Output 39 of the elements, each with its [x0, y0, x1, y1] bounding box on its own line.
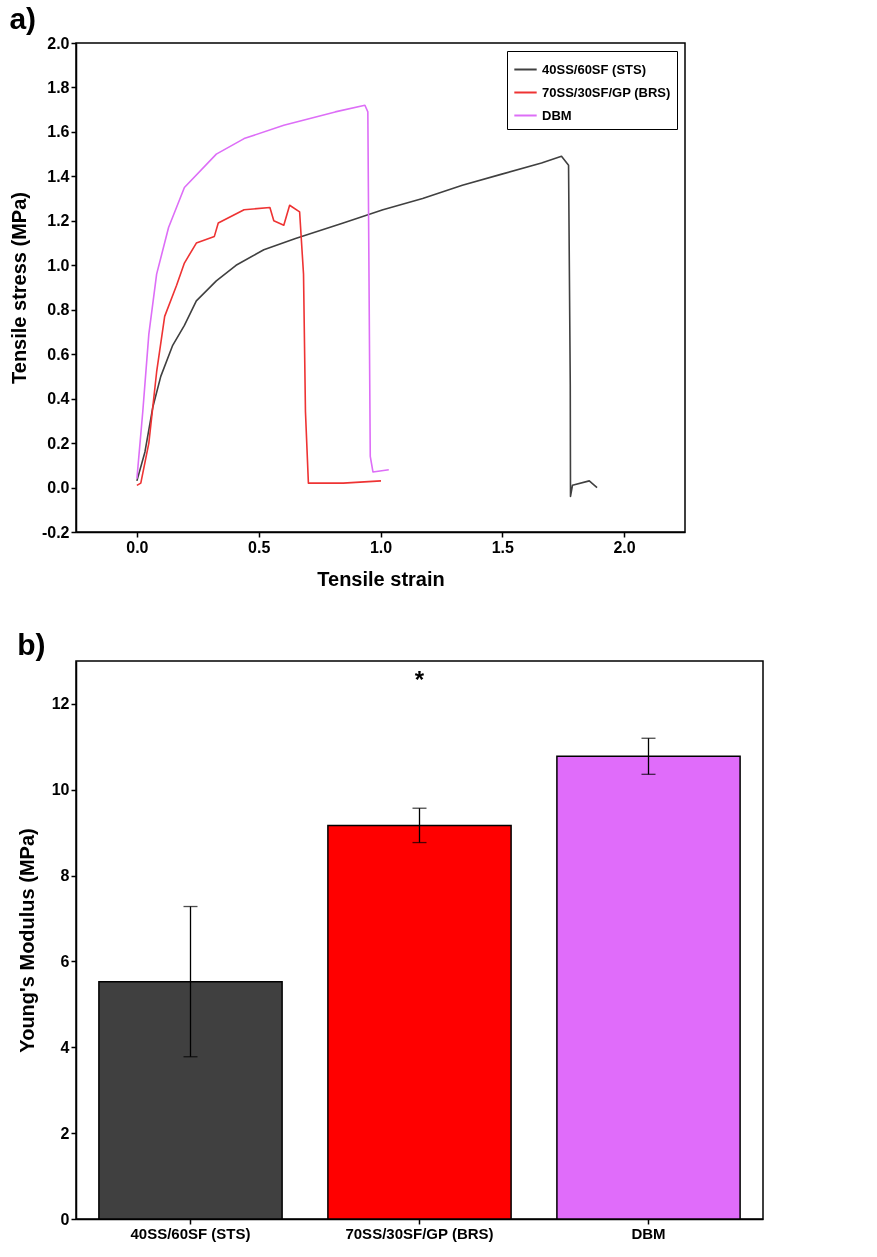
line-series: [136, 104, 390, 480]
x-axis-title: Tensile strain: [317, 567, 445, 590]
y-tick-label: 10: [51, 781, 70, 799]
y-tick-label: 0: [60, 1210, 70, 1228]
y-tick-label: 0.0: [47, 479, 70, 497]
x-tick-label: 70SS/30SF/GP (BRS): [345, 1224, 494, 1242]
y-tick-label: 1.4: [47, 167, 70, 185]
x-tick-label: DBM: [631, 1224, 666, 1242]
y-tick-label: 0.8: [47, 301, 70, 319]
y-tick-label: 1.0: [47, 256, 70, 274]
y-tick-label: -0.2: [41, 523, 70, 541]
x-tick-label: 0.0: [126, 538, 149, 556]
y-tick-label: 4: [60, 1038, 70, 1056]
x-tick-label: 0.5: [248, 538, 271, 556]
legend-label: 70SS/30SF/GP (BRS): [542, 84, 671, 100]
y-tick-label: 0.6: [47, 345, 70, 363]
y-axis-title: Young's Modulus (MPa): [15, 828, 38, 1053]
y-tick-label: 2: [60, 1124, 70, 1142]
x-tick-label: 1.0: [369, 538, 393, 556]
y-tick-label: 6: [60, 952, 70, 970]
y-tick-label: 0.2: [47, 434, 70, 452]
y-tick-label: 0.4: [47, 390, 70, 408]
y-tick-label: 1.6: [47, 123, 70, 141]
chart-title: b): [17, 628, 46, 661]
legend-label: 40SS/60SF (STS): [542, 61, 647, 77]
x-tick-label: 1.5: [491, 538, 515, 556]
x-tick-label: 40SS/60SF (STS): [130, 1224, 251, 1242]
line-series: [136, 204, 382, 487]
y-tick-label: 1.8: [47, 78, 70, 96]
y-tick-label: 8: [60, 867, 70, 885]
y-axis-title: Tensile stress (MPa): [7, 192, 30, 384]
y-tick-label: 2.0: [47, 34, 70, 52]
legend-label: DBM: [542, 107, 572, 123]
line-series: [136, 155, 598, 498]
x-tick-label: 2.0: [613, 538, 636, 556]
annotation: *: [414, 666, 425, 693]
y-tick-label: 1.2: [47, 212, 70, 230]
chart-title: a): [9, 2, 37, 35]
y-tick-label: 12: [51, 695, 70, 713]
